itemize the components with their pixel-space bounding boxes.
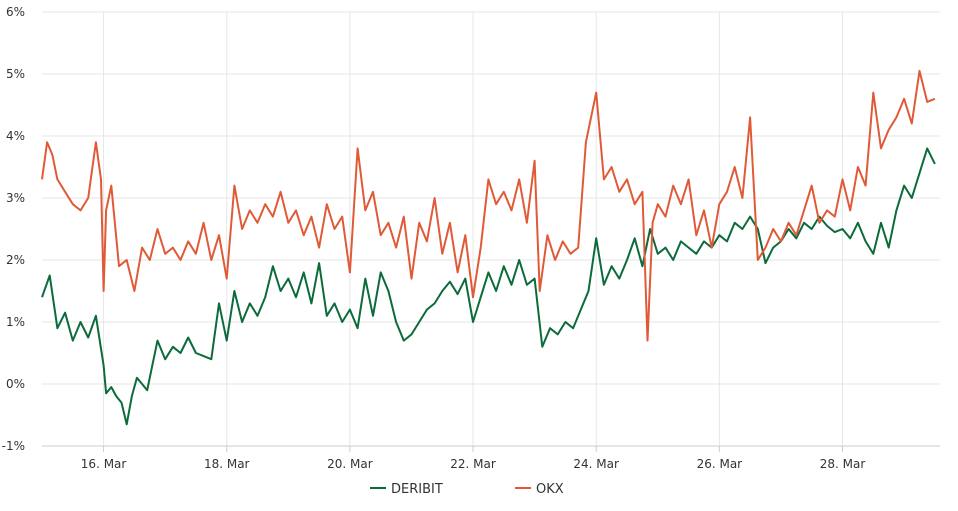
x-tick-label: 20. Mar [327,457,373,471]
series-line-okx[interactable] [41,69,936,342]
y-tick-label: 3% [6,191,25,205]
grid-lines [42,11,940,447]
x-axis: 16. Mar 18. Mar 20. Mar 22. Mar 24. Mar 26. M… [42,445,940,471]
x-tick-label: 28. Mar [820,457,866,471]
x-tick-label: 26. Mar [697,457,743,471]
y-axis: -1% 0% 1% 2% 3% 4% 5% 6% [2,5,25,453]
x-tick-label: 24. Mar [573,457,619,471]
legend-item-okx[interactable]: OKX [515,482,564,497]
legend-label: DERIBIT [391,482,443,497]
y-tick-label: 4% [6,129,25,143]
x-tick-label: 16. Mar [81,457,127,471]
y-tick-label: 6% [6,5,25,19]
y-tick-label: 5% [6,67,25,81]
legend-label: OKX [536,482,564,497]
y-tick-label: 1% [6,315,25,329]
series-line-deribit[interactable] [41,147,936,426]
x-tick-label: 22. Mar [450,457,496,471]
legend[interactable]: DERIBIT OKX [370,482,564,497]
series-lines [41,69,936,426]
y-tick-label: 2% [6,253,25,267]
y-tick-label: -1% [2,439,25,453]
x-tick-label: 18. Mar [204,457,250,471]
legend-item-deribit[interactable]: DERIBIT [370,482,443,497]
y-tick-label: 0% [6,377,25,391]
